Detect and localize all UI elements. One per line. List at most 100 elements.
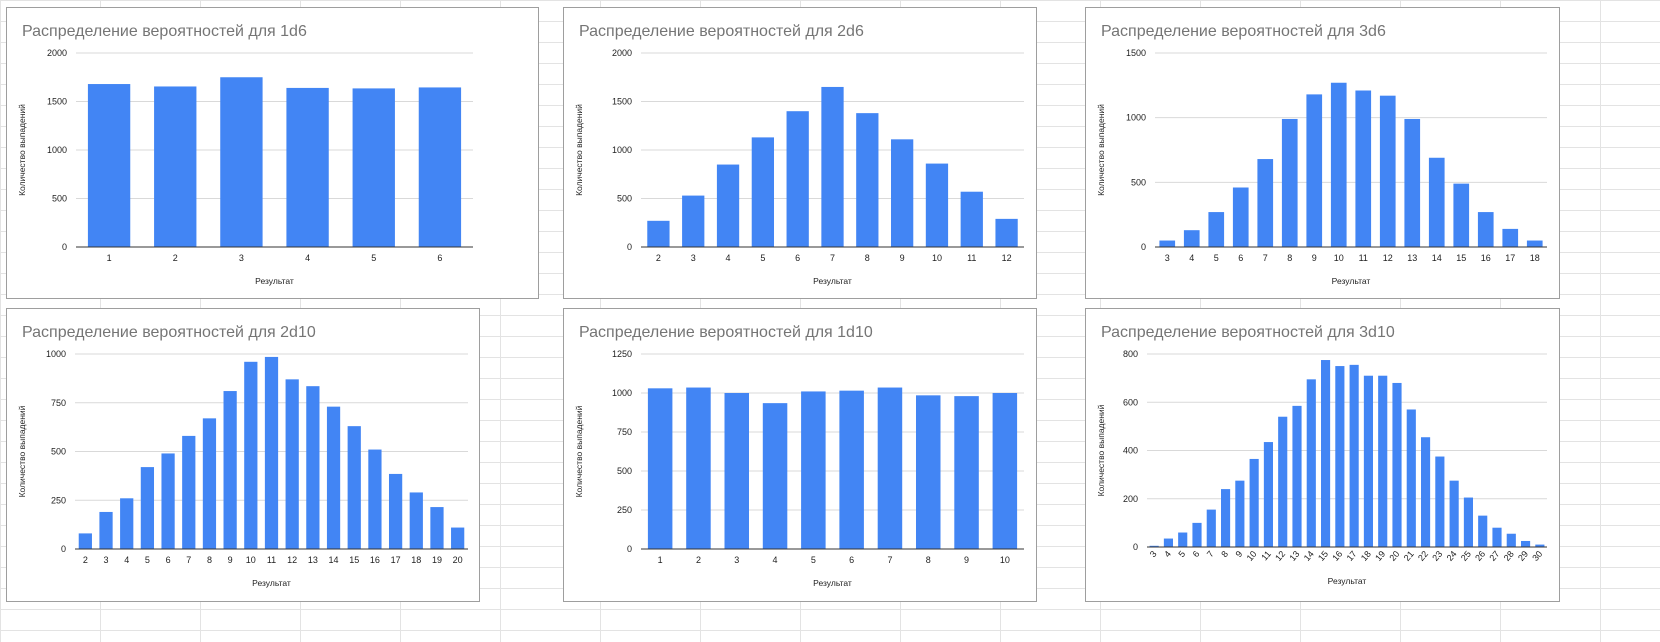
x-tick-label: 10 bbox=[1000, 555, 1010, 565]
y-tick-label: 500 bbox=[617, 194, 632, 204]
bar bbox=[1521, 540, 1531, 547]
x-axis-title: Результат bbox=[252, 578, 291, 588]
x-tick-label: 16 bbox=[1481, 253, 1491, 263]
bar bbox=[87, 84, 131, 247]
x-tick-label: 12 bbox=[1383, 253, 1393, 263]
bar bbox=[161, 453, 175, 549]
bar bbox=[1281, 118, 1298, 248]
bar bbox=[995, 218, 1018, 247]
bar bbox=[1392, 382, 1402, 547]
x-tick-label: 26 bbox=[1473, 549, 1487, 563]
bar bbox=[686, 387, 711, 549]
x-tick-label: 18 bbox=[411, 555, 421, 565]
bar bbox=[890, 139, 914, 247]
x-tick-label: 18 bbox=[1530, 253, 1540, 263]
y-tick-label: 1500 bbox=[47, 97, 67, 107]
bar bbox=[1379, 95, 1396, 248]
bar bbox=[1526, 240, 1543, 247]
bar bbox=[1492, 527, 1502, 547]
x-tick-label: 21 bbox=[1402, 549, 1416, 563]
bar bbox=[451, 527, 465, 549]
x-tick-label: 4 bbox=[305, 253, 310, 263]
bar bbox=[244, 361, 258, 549]
y-tick-label: 200 bbox=[1123, 494, 1138, 504]
bar bbox=[1330, 82, 1347, 247]
bar bbox=[716, 164, 740, 247]
bar bbox=[960, 191, 983, 247]
x-tick-label: 2 bbox=[656, 253, 661, 263]
bar-chart-1d10: Распределение вероятностей для 1d10 0 250 5… bbox=[574, 324, 1024, 588]
y-tick-label: 0 bbox=[1133, 542, 1138, 552]
x-tick-label: 6 bbox=[1191, 549, 1202, 559]
bar bbox=[1183, 230, 1200, 247]
bar bbox=[140, 467, 155, 549]
bar bbox=[877, 387, 903, 549]
bar bbox=[751, 137, 775, 247]
bar bbox=[1278, 416, 1288, 547]
x-tick-label: 30 bbox=[1530, 549, 1544, 563]
x-tick-label: 4 bbox=[1162, 549, 1173, 559]
bar bbox=[1257, 159, 1274, 247]
x-tick-label: 3 bbox=[734, 555, 739, 565]
bar bbox=[1463, 497, 1473, 547]
x-tick-label: 5 bbox=[1176, 549, 1187, 559]
bar bbox=[1506, 533, 1516, 547]
bar-chart-3d6: Распределение вероятностей для 3d6 0 500 10… bbox=[1096, 23, 1547, 286]
bar bbox=[647, 220, 670, 247]
bar bbox=[1263, 442, 1273, 547]
bar bbox=[418, 87, 462, 247]
x-tick-label: 19 bbox=[1373, 549, 1387, 563]
bar bbox=[1178, 532, 1188, 547]
bar bbox=[762, 403, 788, 549]
x-tick-label: 17 bbox=[1345, 549, 1359, 563]
x-axis-title: Результат bbox=[255, 276, 294, 286]
bar bbox=[220, 77, 263, 247]
bar bbox=[1378, 375, 1388, 547]
x-tick-label: 8 bbox=[1287, 253, 1292, 263]
bar bbox=[1404, 118, 1421, 248]
bar bbox=[120, 498, 134, 549]
bar bbox=[1428, 157, 1445, 247]
y-tick-label: 1000 bbox=[612, 145, 632, 155]
bar bbox=[801, 391, 826, 549]
x-tick-label: 15 bbox=[1456, 253, 1466, 263]
x-tick-label: 7 bbox=[830, 253, 835, 263]
y-tick-label: 0 bbox=[1141, 242, 1146, 252]
x-tick-label: 3 bbox=[691, 253, 696, 263]
bar bbox=[430, 507, 444, 549]
y-tick-label: 1250 bbox=[612, 349, 632, 359]
x-tick-label: 5 bbox=[371, 253, 376, 263]
x-tick-label: 13 bbox=[1287, 549, 1301, 563]
bar-chart-3d10: Распределение вероятностей для 3d10 0 200 4… bbox=[1096, 324, 1547, 586]
bar bbox=[647, 388, 673, 549]
x-tick-label: 11 bbox=[1359, 253, 1368, 263]
y-tick-label: 0 bbox=[627, 544, 632, 554]
bar bbox=[1306, 379, 1316, 547]
bar bbox=[264, 356, 279, 549]
bar bbox=[286, 87, 329, 247]
x-tick-label: 23 bbox=[1430, 549, 1444, 563]
x-tick-label: 1 bbox=[107, 253, 112, 263]
x-tick-label: 5 bbox=[760, 253, 765, 263]
bar bbox=[1435, 456, 1445, 547]
bar bbox=[1149, 545, 1159, 547]
bar bbox=[1421, 437, 1431, 547]
y-axis-title: Количество выпадений bbox=[1096, 104, 1106, 196]
x-tick-label: 16 bbox=[370, 555, 380, 565]
x-tick-label: 28 bbox=[1502, 549, 1516, 563]
bar bbox=[352, 88, 395, 247]
chart-card-2d10: Распределение вероятностей для 2d10 0 250 5… bbox=[6, 308, 480, 602]
y-tick-label: 0 bbox=[627, 242, 632, 252]
x-tick-label: 2 bbox=[173, 253, 178, 263]
x-tick-label: 17 bbox=[1505, 253, 1515, 263]
x-axis-title: Результат bbox=[813, 276, 852, 286]
x-tick-label: 6 bbox=[795, 253, 800, 263]
x-tick-label: 9 bbox=[1234, 549, 1245, 559]
x-tick-label: 5 bbox=[145, 555, 150, 565]
x-tick-label: 15 bbox=[1316, 549, 1330, 563]
y-axis-title: Количество выпадений bbox=[17, 104, 27, 196]
x-tick-label: 14 bbox=[1302, 549, 1316, 563]
y-tick-label: 500 bbox=[1131, 177, 1146, 187]
x-tick-label: 7 bbox=[887, 555, 892, 565]
bar bbox=[1363, 375, 1373, 547]
